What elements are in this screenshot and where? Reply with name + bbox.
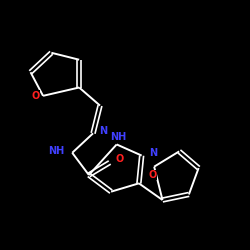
Text: N: N (99, 126, 107, 136)
Text: O: O (116, 154, 124, 164)
Text: O: O (149, 170, 157, 180)
Text: N: N (150, 148, 158, 158)
Text: NH: NH (48, 146, 64, 156)
Text: NH: NH (110, 132, 126, 142)
Text: O: O (31, 91, 40, 101)
